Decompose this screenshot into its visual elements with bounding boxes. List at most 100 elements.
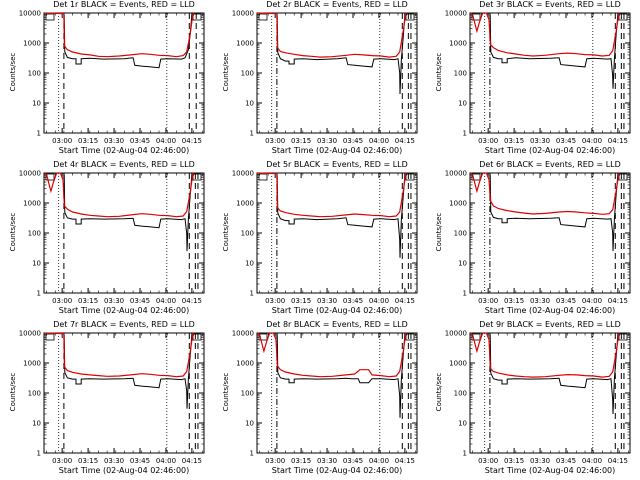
corner-marker: [405, 13, 415, 21]
x-tick-label: 03:15: [504, 457, 524, 465]
panel-title: Det 1r BLACK = Events, RED = LLD: [53, 0, 195, 9]
x-tick-label: 04:15: [608, 457, 628, 465]
y-tick-label: 10: [32, 260, 41, 268]
x-tick-label: 04:00: [369, 457, 389, 465]
corner-marker: [192, 333, 202, 341]
detector-panel: Det 8r BLACK = Events, RED = LLD Start Ti…: [213, 320, 426, 480]
corner-marker: [618, 173, 628, 181]
x-tick-label: 04:15: [608, 137, 628, 145]
y-tick-label: 1000: [449, 200, 467, 208]
x-tick-label: 03:45: [130, 457, 150, 465]
x-axis-label: Start Time (02-Aug-04 02:46:00): [271, 306, 403, 315]
y-tick-label: 1: [463, 130, 467, 138]
detector-panel: Det 9r BLACK = Events, RED = LLD Start Ti…: [426, 320, 639, 480]
x-tick-label: 04:00: [156, 457, 176, 465]
x-tick-label: 03:30: [104, 297, 124, 305]
corner-marker: [258, 333, 268, 341]
x-tick-label: 03:15: [78, 297, 98, 305]
events-series-line: [489, 14, 619, 89]
corner-marker: [618, 13, 628, 21]
corner-marker: [258, 13, 268, 21]
corner-marker: [471, 333, 481, 341]
plot-frame: [469, 332, 631, 454]
detector-panel: Det 5r BLACK = Events, RED = LLD Start Ti…: [213, 160, 426, 320]
x-tick-label: 03:30: [530, 297, 550, 305]
plot-frame: [43, 332, 205, 454]
x-tick-label: 03:15: [291, 457, 311, 465]
y-tick-label: 1000: [449, 40, 467, 48]
detector-panel: Det 4r BLACK = Events, RED = LLD Start Ti…: [0, 160, 213, 320]
lld-series-line: [470, 172, 620, 215]
panel-plot: 1 10 100 1000 10000 03:00 03:15 03:30 03:45 04:00…: [19, 170, 205, 305]
y-tick-label: 10: [458, 420, 467, 428]
lld-series-line: [44, 332, 194, 378]
x-tick-label: 03:15: [504, 297, 524, 305]
lld-series-line: [257, 172, 407, 218]
x-axis-label: Start Time (02-Aug-04 02:46:00): [484, 466, 616, 475]
y-tick-label: 1000: [236, 200, 254, 208]
y-tick-label: 1000: [449, 360, 467, 368]
y-tick-label: 10: [245, 260, 254, 268]
x-axis-label: Start Time (02-Aug-04 02:46:00): [484, 306, 616, 315]
x-tick-label: 03:00: [265, 297, 285, 305]
corner-marker: [45, 333, 55, 341]
plot-frame: [469, 12, 631, 134]
y-tick-label: 100: [28, 230, 41, 238]
panel-plot: 1 10 100 1000 10000 03:00 03:15 03:30 03:45 04:00…: [232, 330, 418, 465]
x-tick-label: 04:15: [608, 297, 628, 305]
lld-series-line: [44, 12, 195, 58]
x-tick-label: 03:30: [317, 137, 337, 145]
events-series-line: [489, 334, 619, 415]
plot-frame: [256, 12, 418, 134]
x-tick-label: 04:00: [156, 137, 176, 145]
y-tick-label: 1000: [236, 40, 254, 48]
x-tick-label: 03:00: [478, 137, 498, 145]
panel-title: Det 6r BLACK = Events, RED = LLD: [479, 160, 621, 169]
panel-plot: 1 10 100 1000 10000 03:00 03:15 03:30 03:45 04:00…: [232, 170, 418, 305]
x-tick-label: 03:00: [52, 457, 72, 465]
x-tick-label: 04:00: [582, 457, 602, 465]
events-series-line: [276, 14, 406, 95]
y-tick-label: 10000: [445, 10, 467, 18]
x-axis-label: Start Time (02-Aug-04 02:46:00): [271, 466, 403, 475]
panel-plot: 1 10 100 1000 10000 03:00 03:15 03:30 03:45 04:00…: [232, 10, 418, 145]
y-tick-label: 1000: [236, 360, 254, 368]
events-series-line: [489, 174, 619, 252]
y-tick-label: 10: [245, 420, 254, 428]
corner-marker: [45, 173, 55, 181]
y-tick-label: 1: [463, 450, 467, 458]
panel-plot: 1 10 100 1000 10000 03:00 03:15 03:30 03:45 04:00…: [445, 170, 631, 305]
x-tick-label: 04:00: [156, 297, 176, 305]
y-tick-label: 10000: [232, 10, 254, 18]
panel-title: Det 4r BLACK = Events, RED = LLD: [53, 160, 195, 169]
panel-plot: 1 10 100 1000 10000 03:00 03:15 03:30 03:45 04:00…: [19, 10, 205, 145]
panel-plot: 1 10 100 1000 10000 03:00 03:15 03:30 03:45 04:00…: [19, 330, 205, 465]
x-axis-label: Start Time (02-Aug-04 02:46:00): [484, 146, 616, 155]
events-series-line: [276, 334, 406, 418]
x-tick-label: 03:15: [291, 297, 311, 305]
corner-marker: [405, 173, 415, 181]
x-tick-label: 03:30: [530, 457, 550, 465]
detector-panel: Det 1r BLACK = Events, RED = LLD Start Ti…: [0, 0, 213, 160]
x-tick-label: 03:15: [78, 137, 98, 145]
corner-marker: [405, 333, 415, 341]
x-tick-label: 03:00: [478, 297, 498, 305]
x-tick-label: 03:00: [52, 137, 72, 145]
x-tick-label: 04:00: [369, 137, 389, 145]
x-tick-label: 04:15: [395, 137, 415, 145]
y-tick-label: 100: [28, 390, 41, 398]
x-axis-label: Start Time (02-Aug-04 02:46:00): [271, 146, 403, 155]
y-tick-label: 100: [28, 70, 41, 78]
lld-series-line: [257, 12, 407, 58]
x-tick-label: 03:45: [556, 297, 576, 305]
corner-marker: [618, 333, 628, 341]
x-tick-label: 04:00: [369, 297, 389, 305]
y-tick-label: 1: [463, 290, 467, 298]
detector-panel: Det 7r BLACK = Events, RED = LLD Start Ti…: [0, 320, 213, 480]
x-tick-label: 04:00: [582, 137, 602, 145]
y-tick-label: 1000: [23, 360, 41, 368]
y-tick-label: 100: [241, 70, 254, 78]
panel-plot: 1 10 100 1000 10000 03:00 03:15 03:30 03:45 04:00…: [445, 330, 631, 465]
x-axis-label: Start Time (02-Aug-04 02:46:00): [58, 466, 190, 475]
corner-marker: [192, 13, 202, 21]
